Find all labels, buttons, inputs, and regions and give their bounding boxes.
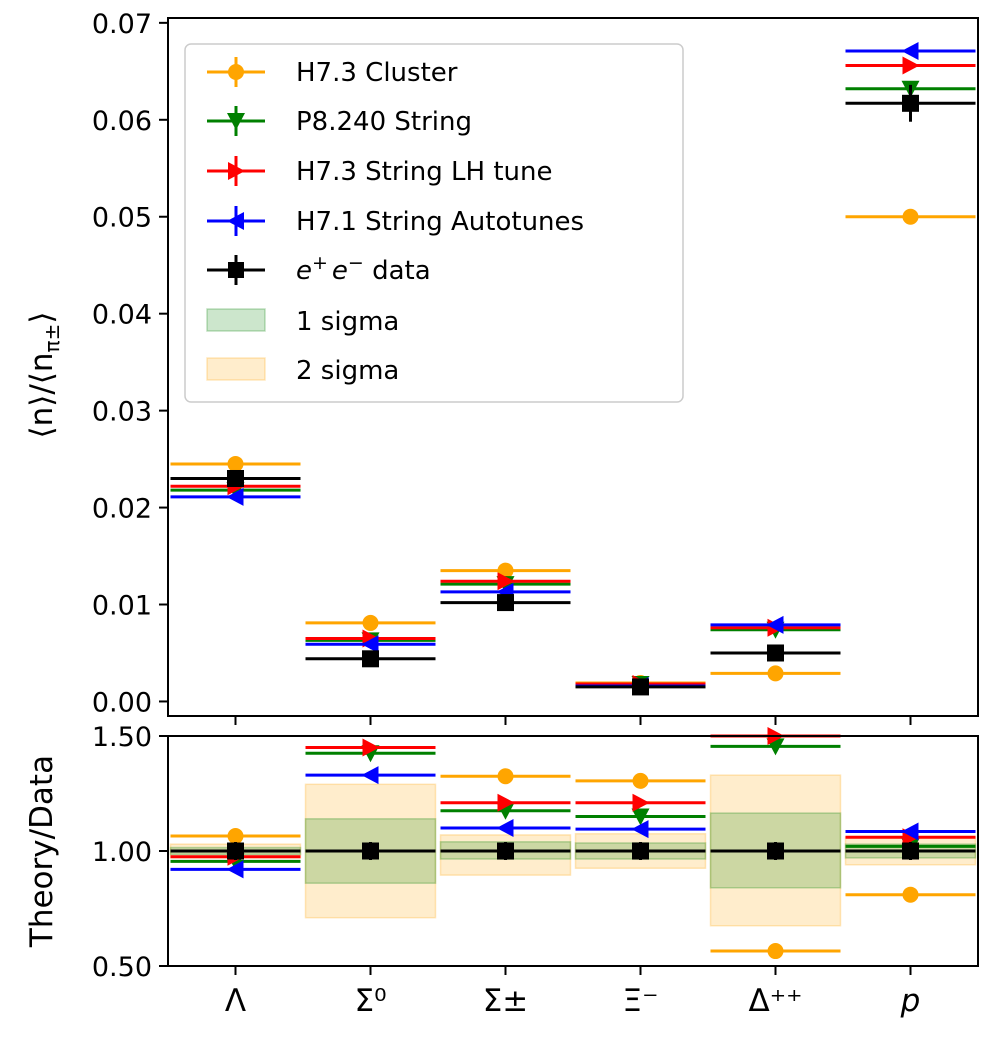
- legend-label: H7.3 String LH tune: [296, 157, 552, 187]
- top-panel-marks: [170, 41, 976, 696]
- category-label-1: Σ⁰: [354, 983, 386, 1019]
- legend-label-sup2: −: [348, 252, 364, 274]
- bottom-ytick-label-2: 1.50: [92, 722, 152, 753]
- ratio-point-h7-1-string-autotunes-2: [496, 819, 514, 837]
- top-point-e-e-data-4: [767, 644, 784, 662]
- ratio-point-e-e-data-2: [497, 842, 514, 860]
- top-point-e-e-data-3: [632, 678, 649, 696]
- ratio-point-h7-1-string-autotunes-3: [631, 820, 649, 839]
- top-ytick-label-7: 0.07: [92, 9, 152, 40]
- legend-label-sup1: +: [312, 252, 328, 274]
- bottom-ytick-label-1: 1.00: [92, 837, 152, 868]
- category-label-5: p: [900, 983, 921, 1019]
- ratio-point-h7-3-cluster-4: [767, 943, 784, 960]
- top-ytick-label-4: 0.04: [92, 300, 152, 331]
- legend-patch-2-sigma: [206, 357, 266, 381]
- ratio-point-p8-240-string-3: [631, 808, 650, 826]
- ratio-point-h7-1-string-autotunes-1: [361, 766, 379, 785]
- legend-label-post: data: [364, 256, 431, 286]
- ratio-point-h7-3-string-lh-tune-2: [497, 793, 515, 812]
- top-y-axis-label: ⟨n⟩/⟨nπ±⟩: [24, 312, 64, 439]
- ratio-point-h7-3-cluster-2: [497, 768, 514, 785]
- top-point-h7-3-cluster-5: [902, 208, 919, 225]
- top-point-h7-1-string-autotunes-4: [766, 615, 784, 634]
- legend-entry-ee-data: e+ e− data: [207, 252, 431, 286]
- legend-triangle-left-marker: [227, 212, 244, 230]
- top-point-e-e-data-0: [227, 469, 244, 487]
- legend-label-e1: e: [296, 256, 312, 286]
- top-point-h7-3-string-lh-tune-2: [497, 572, 515, 591]
- top-ytick-label-5: 0.05: [92, 203, 152, 234]
- top-ytick-label-1: 0.01: [92, 591, 152, 622]
- top-y-axis-label-main: ⟨n⟩/⟨n: [24, 352, 60, 438]
- top-point-h7-1-string-autotunes-5: [901, 41, 919, 60]
- legend-triangle-down-marker: [227, 113, 245, 130]
- legend-frame: [184, 43, 684, 403]
- bottom-ytick-label-0: 0.50: [92, 952, 152, 983]
- legend-label: H7.3 Cluster: [296, 58, 458, 88]
- top-point-e-e-data-5: [902, 94, 919, 112]
- top-ytick-label-2: 0.02: [92, 494, 152, 525]
- legend-label: H7.1 String Autotunes: [296, 207, 584, 237]
- legend-entry-h71-autotunes: H7.1 String Autotunes: [207, 206, 584, 237]
- ratio-point-h7-3-cluster-3: [632, 772, 649, 789]
- bottom-y-axis-label: Theory/Data: [24, 755, 60, 948]
- legend-entry-1-sigma: 1 sigma: [206, 307, 399, 337]
- legend-entry-h73-string-lh: H7.3 String LH tune: [207, 156, 552, 187]
- legend-label: 1 sigma: [296, 307, 399, 337]
- top-point-h7-3-cluster-1: [362, 614, 379, 631]
- legend-triangle-right-marker: [228, 162, 245, 180]
- top-y-axis-label-close: ⟩: [24, 312, 60, 324]
- ratio-point-e-e-data-4: [767, 842, 784, 860]
- top-point-e-e-data-2: [497, 594, 514, 612]
- ratio-point-e-e-data-1: [362, 842, 379, 860]
- top-point-h7-1-string-autotunes-0: [226, 487, 244, 506]
- legend-square-marker: [228, 262, 244, 278]
- top-point-e-e-data-1: [362, 650, 379, 668]
- legend-label: e+ e− data: [296, 252, 431, 286]
- bottom-panel-marks: [170, 727, 976, 960]
- top-ytick-label-6: 0.06: [92, 106, 152, 137]
- top-ytick-label-3: 0.03: [92, 397, 152, 428]
- top-point-h7-3-string-lh-tune-5: [902, 56, 920, 75]
- ratio-point-h7-1-string-autotunes-5: [901, 822, 919, 841]
- legend-label: 2 sigma: [296, 356, 399, 386]
- top-point-h7-3-cluster-0: [227, 455, 244, 472]
- ratio-point-e-e-data-0: [227, 842, 244, 860]
- ratio-point-e-e-data-5: [902, 842, 919, 860]
- axes: 0.00 0.01 0.02 0.03 0.04 0.05 0.06 0.07 0.50 1.00…: [92, 9, 920, 1019]
- legend-entry-p8240-string: P8.240 String: [207, 106, 472, 137]
- top-point-h7-1-string-autotunes-1: [361, 635, 379, 654]
- category-label-4: Δ⁺⁺: [749, 983, 803, 1019]
- legend-circle-marker: [228, 64, 244, 80]
- ratio-point-h7-1-string-autotunes-0: [226, 860, 244, 879]
- category-label-3: Ξ⁻: [623, 983, 659, 1019]
- legend-label: P8.240 String: [296, 107, 472, 137]
- top-y-axis-label-sub: π±: [40, 324, 64, 353]
- category-label-0: Λ: [225, 983, 246, 1019]
- ratio-point-h7-3-cluster-0: [227, 828, 244, 845]
- legend-patch-1-sigma: [206, 308, 266, 332]
- ratio-point-h7-3-string-lh-tune-1: [362, 738, 380, 757]
- ratio-point-h7-3-string-lh-tune-3: [632, 793, 650, 812]
- ratio-point-e-e-data-3: [632, 842, 649, 860]
- legend-label-e2: e: [332, 256, 348, 286]
- top-ytick-label-0: 0.00: [92, 687, 152, 718]
- top-point-h7-3-cluster-4: [767, 665, 784, 682]
- legend-entry-2-sigma: 2 sigma: [206, 356, 399, 386]
- legend: H7.3 Cluster P8.240 String H7.3 String L…: [184, 43, 684, 403]
- ratio-point-h7-3-cluster-5: [902, 886, 919, 903]
- legend-entry-h73-cluster: H7.3 Cluster: [207, 57, 458, 88]
- category-label-2: Σ±: [483, 983, 529, 1019]
- top-panel-frame: [167, 17, 979, 717]
